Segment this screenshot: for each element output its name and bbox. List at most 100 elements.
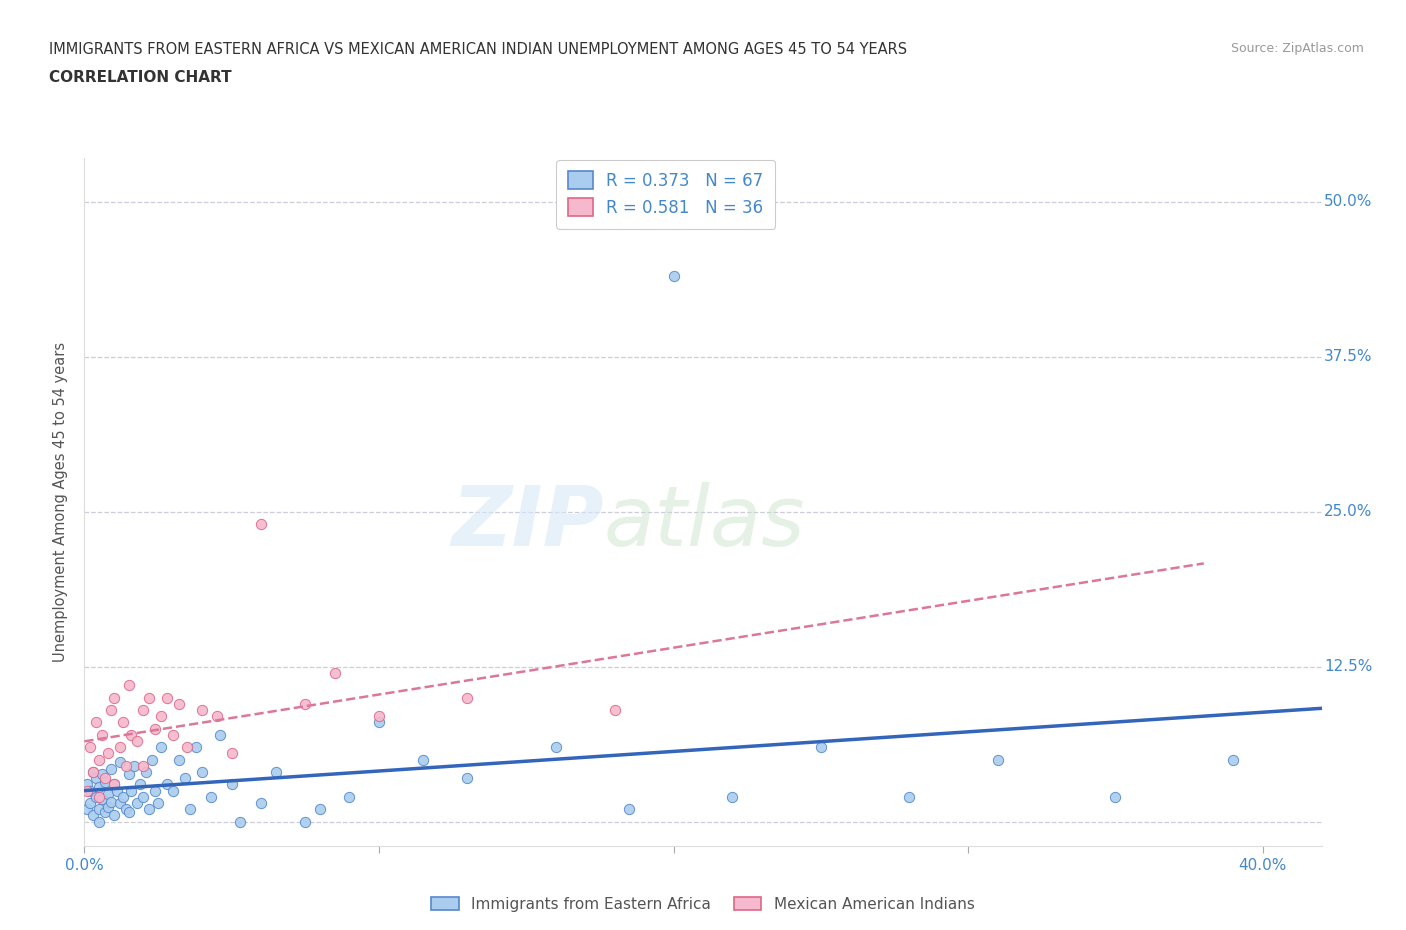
Point [250,795,273,810]
Point [167,752,190,767]
Point [76,783,98,798]
Point [87,814,110,829]
Text: IMMIGRANTS FROM EASTERN AFRICA VS MEXICAN AMERICAN INDIAN UNEMPLOYMENT AMONG AGE: IMMIGRANTS FROM EASTERN AFRICA VS MEXICA… [49,42,907,57]
Point [103,777,125,791]
Point [156,777,179,791]
Point [173,771,195,786]
Text: 37.5%: 37.5% [1324,349,1372,364]
Point [117,767,139,782]
Legend: R = 0.373   N = 67, R = 0.581   N = 36: R = 0.373 N = 67, R = 0.581 N = 36 [557,160,775,229]
Point [149,739,172,754]
Point [114,758,136,773]
Point [114,802,136,817]
Point [156,690,179,705]
Point [108,795,131,810]
Point [97,799,120,814]
Point [100,702,122,717]
Point [82,764,104,779]
Point [117,678,139,693]
Point [221,777,243,791]
Point [1104,790,1126,804]
Point [132,790,155,804]
Point [124,758,146,773]
Point [143,783,166,798]
Point [898,790,921,804]
Point [76,802,98,817]
Point [294,697,316,711]
Point [117,804,139,819]
Point [100,794,122,809]
Point [456,771,478,786]
Point [91,767,114,782]
Point [662,269,685,284]
Point [191,702,214,717]
Point [121,727,143,742]
Point [79,795,101,810]
Point [264,764,287,779]
Point [87,802,110,817]
Point [200,790,222,804]
Point [544,739,567,754]
Point [208,727,231,742]
Point [91,727,114,742]
Point [138,690,160,705]
Point [162,727,184,742]
Point [108,739,131,754]
Point [221,746,243,761]
Legend: Immigrants from Eastern Africa, Mexican American Indians: Immigrants from Eastern Africa, Mexican … [426,890,980,918]
Point [176,739,198,754]
Text: 50.0%: 50.0% [1324,194,1372,209]
Point [143,721,166,736]
Point [79,783,101,798]
Point [127,734,149,749]
Text: 12.5%: 12.5% [1324,659,1372,674]
Point [619,802,641,817]
Point [94,775,117,790]
Point [82,808,104,823]
Point [339,790,361,804]
Point [167,697,190,711]
Point [84,715,107,730]
Point [103,777,125,791]
Point [368,709,391,724]
Point [603,702,626,717]
Point [87,790,110,804]
Y-axis label: Unemployment Among Ages 45 to 54 years: Unemployment Among Ages 45 to 54 years [53,342,69,662]
Point [82,764,104,779]
Point [179,802,201,817]
Point [987,752,1010,767]
Point [162,783,184,798]
Point [323,665,346,680]
Point [229,814,252,829]
Point [146,795,169,810]
Point [87,779,110,794]
Text: Source: ZipAtlas.com: Source: ZipAtlas.com [1230,42,1364,55]
Point [186,739,208,754]
Point [456,690,478,705]
Point [250,516,273,531]
Point [103,690,125,705]
Point [76,777,98,791]
Point [132,702,155,717]
Point [84,771,107,786]
Point [100,762,122,777]
Point [105,783,128,798]
Text: ZIP: ZIP [451,483,605,564]
Point [94,804,117,819]
Point [97,746,120,761]
Point [84,790,107,804]
Point [294,814,316,829]
Point [91,791,114,806]
Text: 25.0%: 25.0% [1324,504,1372,519]
Point [108,754,131,769]
Point [205,709,228,724]
Point [111,790,134,804]
Point [111,715,134,730]
Point [94,771,117,786]
Text: CORRELATION CHART: CORRELATION CHART [49,70,232,85]
Point [191,764,214,779]
Point [97,787,120,802]
Point [138,802,160,817]
Point [121,783,143,798]
Point [127,795,149,810]
